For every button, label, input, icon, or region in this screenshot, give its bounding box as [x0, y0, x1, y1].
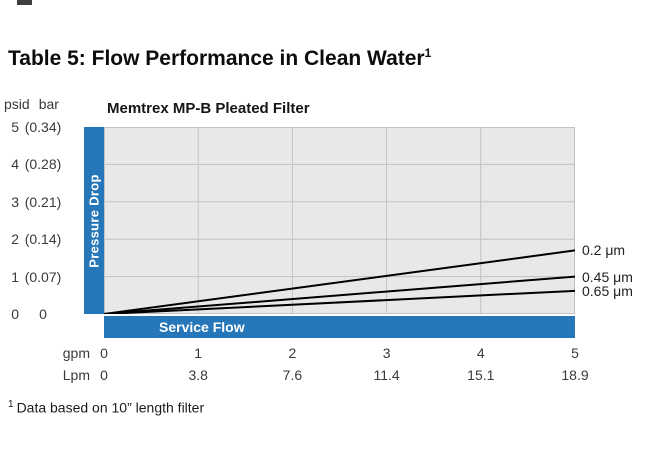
x-tick: 15.1	[467, 367, 495, 383]
y-tick-bar: (0.34)	[24, 119, 62, 135]
x-tick: 3.8	[188, 367, 208, 383]
series-line	[104, 289, 575, 314]
plot-area	[104, 127, 575, 314]
series-label: 0.45 μm	[582, 268, 633, 285]
pressure-drop-axis-band: Pressure Drop	[84, 127, 104, 314]
y-tick-psid: 3	[11, 193, 19, 210]
x-tick: 0	[100, 367, 108, 383]
crop-artifact	[17, 0, 32, 5]
footnote-superscript: 1	[8, 399, 14, 410]
y-tick-psid: 0	[11, 306, 19, 322]
plot-svg	[104, 127, 575, 314]
y-tick-psid: 4	[11, 156, 19, 173]
y-tick: 5 (0.34)	[2, 119, 67, 135]
page-title-text: Table 5: Flow Performance in Clean Water	[8, 47, 425, 70]
footnote-text: Data based on 10” length filter	[16, 399, 205, 416]
page-title: Table 5: Flow Performance in Clean Water…	[8, 46, 431, 71]
y-tick-psid: 2	[11, 231, 19, 248]
footnote: 1 Data based on 10” length filter	[8, 399, 204, 416]
y-tick: 3 (0.21)	[2, 194, 67, 210]
x-unit-gpm: gpm	[62, 345, 90, 361]
x-tick: 0	[100, 345, 108, 361]
y-tick: 4 (0.28)	[2, 156, 67, 172]
service-flow-axis-band: Service Flow	[104, 316, 575, 338]
y-tick: 2 (0.14)	[2, 231, 67, 247]
x-tick: 1	[194, 345, 203, 361]
x-tick: 18.9	[561, 367, 589, 383]
y-unit-bar: bar	[38, 96, 59, 112]
y-unit-psid: psid	[4, 96, 30, 112]
x-unit-lpm: Lpm	[62, 367, 90, 383]
y-axis-ticks: 5 (0.34) 4 (0.28) 3 (0.21) 2 (0.14) 1 (0.07) 0 0	[2, 119, 74, 322]
y-axis-label: Pressure Drop	[86, 173, 102, 268]
x-axis-ticks-lpm: 0 3.8 7.6 11.4 15.1 18.9	[100, 367, 589, 383]
x-tick: 7.6	[282, 367, 303, 383]
chart-title: Memtrex MP-B Pleated Filter	[107, 100, 310, 117]
y-tick-bar: 0	[39, 306, 47, 322]
y-tick-psid: 5	[11, 119, 19, 135]
x-tick: 4	[476, 345, 485, 361]
y-tick-psid: 1	[11, 268, 19, 285]
y-tick-bar: (0.14)	[24, 231, 62, 248]
series-label: 0.2 μm	[582, 242, 626, 259]
y-tick-bar: (0.21)	[24, 193, 62, 210]
y-tick-bar: (0.28)	[24, 156, 62, 173]
x-tick: 2	[288, 345, 297, 361]
series-line	[104, 275, 575, 314]
y-tick: 1 (0.07)	[2, 269, 67, 285]
y-tick-bar: (0.07)	[24, 268, 62, 285]
series-label: 0.65 μm	[582, 282, 633, 299]
x-tick: 5	[571, 345, 579, 361]
x-tick: 11.4	[373, 367, 400, 383]
y-axis-units: psid bar	[4, 96, 59, 112]
x-tick: 3	[382, 345, 391, 361]
page-title-superscript: 1	[424, 46, 432, 60]
x-axis-label: Service Flow	[159, 319, 245, 335]
series-line	[104, 249, 575, 314]
x-axis-ticks-gpm: 0 1 2 3 4 5	[100, 345, 579, 361]
